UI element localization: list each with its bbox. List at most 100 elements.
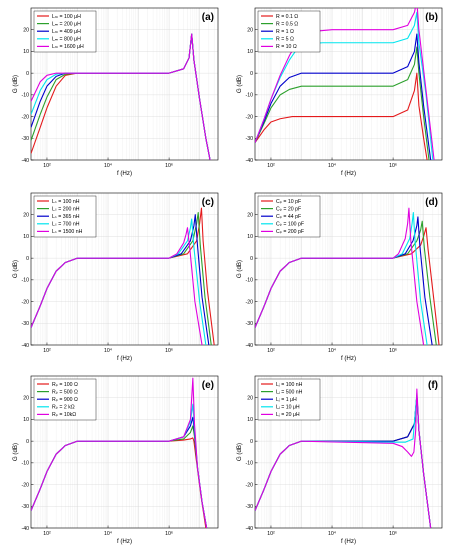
panel-label: (c) bbox=[202, 197, 214, 208]
series-line bbox=[31, 377, 208, 528]
panel-c: -40 -30 -20 -10 0 10 20 10² 10⁴ 10⁶ f (Hz) G (dB) Lₛ… bbox=[12, 192, 219, 362]
series-lines bbox=[31, 33, 211, 160]
legend-label: Lⱼ = 20 μH bbox=[276, 412, 300, 418]
y-tick-label: -30 bbox=[22, 504, 30, 510]
y-tick-label: -20 bbox=[246, 482, 254, 488]
y-tick-label: -20 bbox=[246, 299, 254, 305]
y-tick-label: -30 bbox=[22, 321, 30, 327]
y-axis-label: G (dB) bbox=[236, 260, 243, 278]
x-axis-label: f (Hz) bbox=[341, 355, 356, 362]
series-lines bbox=[255, 388, 432, 528]
x-tick-label: 10⁴ bbox=[104, 163, 112, 169]
series-line bbox=[31, 33, 211, 160]
legend-label: Rₚ = 2 kΩ bbox=[52, 405, 75, 411]
y-tick-label: 10 bbox=[23, 417, 29, 423]
y-tick-label: 10 bbox=[247, 234, 253, 240]
y-tick-label: 20 bbox=[247, 213, 253, 219]
series-line bbox=[255, 72, 428, 160]
y-axis-label: G (dB) bbox=[12, 260, 19, 278]
legend-label: Cₚ = 200 pF bbox=[276, 229, 304, 235]
x-tick-label: 10² bbox=[267, 531, 275, 537]
y-axis-label: G (dB) bbox=[12, 443, 19, 461]
y-tick-label: 0 bbox=[26, 439, 29, 445]
series-line bbox=[255, 8, 435, 160]
y-tick-label: 10 bbox=[23, 49, 29, 55]
legend-label: R = 0.1 Ω bbox=[276, 14, 298, 20]
y-tick-label: -20 bbox=[22, 114, 30, 120]
series-line bbox=[255, 33, 432, 160]
series-line bbox=[31, 33, 211, 160]
legend-label: R = 0.5 Ω bbox=[276, 21, 298, 27]
legend-label: Lⱼ = 500 nH bbox=[276, 389, 303, 395]
series-lines bbox=[255, 207, 440, 345]
y-tick-label: -10 bbox=[22, 278, 30, 284]
x-tick-label: 10⁶ bbox=[389, 531, 397, 537]
y-tick-label: -10 bbox=[22, 93, 30, 99]
series-line bbox=[31, 416, 208, 528]
x-tick-label: 10² bbox=[43, 348, 51, 354]
legend-label: Cₚ = 100 pF bbox=[276, 222, 304, 228]
y-tick-label: -30 bbox=[246, 321, 254, 327]
y-tick-label: -40 bbox=[22, 526, 30, 532]
x-tick-label: 10⁴ bbox=[104, 531, 112, 537]
legend-label: Lₘ = 800 μH bbox=[52, 37, 81, 43]
axes-frame bbox=[30, 375, 219, 529]
axes-frame bbox=[254, 7, 443, 161]
x-tick-label: 10² bbox=[43, 163, 51, 169]
y-tick-label: 20 bbox=[23, 213, 29, 219]
legend-label: Lₘ = 409 μH bbox=[52, 29, 81, 35]
series-line bbox=[31, 33, 211, 160]
legend-label: Rₚ = 500 Ω bbox=[52, 389, 78, 395]
panel-e: -40 -30 -20 -10 0 10 20 10² 10⁴ 10⁶ f (Hz) G (dB) Rₚ… bbox=[12, 375, 219, 545]
series-line bbox=[255, 207, 425, 345]
x-tick-label: 10² bbox=[267, 348, 275, 354]
x-axis-label: f (Hz) bbox=[117, 538, 132, 545]
y-tick-label: -40 bbox=[246, 158, 254, 164]
x-tick-label: 10⁴ bbox=[104, 348, 112, 354]
legend-label: R = 5 Ω bbox=[276, 37, 294, 43]
y-tick-label: -20 bbox=[22, 299, 30, 305]
panel-a: -40 -30 -20 -10 0 10 20 10² 10⁴ 10⁶ f (Hz) G (dB) Lₘ… bbox=[12, 7, 219, 177]
legend-label: R = 1 Ω bbox=[276, 29, 294, 35]
axes-frame bbox=[254, 375, 443, 529]
legend-label: Rₚ = 900 Ω bbox=[52, 397, 78, 403]
panel-label: (f) bbox=[428, 380, 438, 391]
legend-label: Lₛ = 365 nH bbox=[52, 214, 80, 220]
y-axis-label: G (dB) bbox=[12, 75, 19, 93]
y-tick-label: 0 bbox=[250, 256, 253, 262]
x-tick-label: 10⁶ bbox=[165, 348, 173, 354]
x-axis-label: f (Hz) bbox=[341, 538, 356, 545]
legend-label: Lₘ = 100 μH bbox=[52, 14, 81, 20]
y-tick-label: 10 bbox=[247, 49, 253, 55]
y-tick-label: 0 bbox=[26, 71, 29, 77]
y-tick-label: 20 bbox=[247, 28, 253, 34]
legend: Rₚ = 100 ΩRₚ = 500 Ω Rₚ = 900 Ω Rₚ = 2 kΩR… bbox=[33, 378, 97, 421]
y-axis-label: G (dB) bbox=[236, 443, 243, 461]
series-lines bbox=[31, 207, 215, 345]
legend-label: Lⱼ = 1 μH bbox=[276, 397, 297, 403]
series-line bbox=[31, 437, 207, 528]
y-tick-label: 10 bbox=[23, 234, 29, 240]
legend-label: Rₚ = 100 Ω bbox=[52, 382, 78, 388]
y-tick-label: -20 bbox=[22, 482, 30, 488]
y-tick-label: -40 bbox=[22, 343, 30, 349]
y-tick-label: 0 bbox=[26, 256, 29, 262]
x-tick-label: 10⁴ bbox=[328, 163, 336, 169]
y-tick-label: -40 bbox=[246, 343, 254, 349]
legend-label: Lⱼ = 100 nH bbox=[276, 382, 303, 388]
y-tick-label: -10 bbox=[246, 93, 254, 99]
legend-label: Lₛ = 700 nH bbox=[52, 222, 80, 228]
x-tick-label: 10⁴ bbox=[328, 531, 336, 537]
legend-label: Lₛ = 200 nH bbox=[52, 206, 80, 212]
x-axis-label: f (Hz) bbox=[117, 170, 132, 177]
y-tick-label: -40 bbox=[246, 526, 254, 532]
legend-label: R = 10 Ω bbox=[276, 44, 297, 50]
legend-label: Lⱼ = 10 μH bbox=[276, 405, 300, 411]
legend-label: Lₛ = 100 nH bbox=[52, 199, 80, 205]
y-tick-label: -30 bbox=[22, 136, 30, 142]
series-lines bbox=[255, 8, 435, 160]
y-tick-label: 20 bbox=[247, 396, 253, 402]
x-tick-label: 10⁶ bbox=[389, 163, 397, 169]
